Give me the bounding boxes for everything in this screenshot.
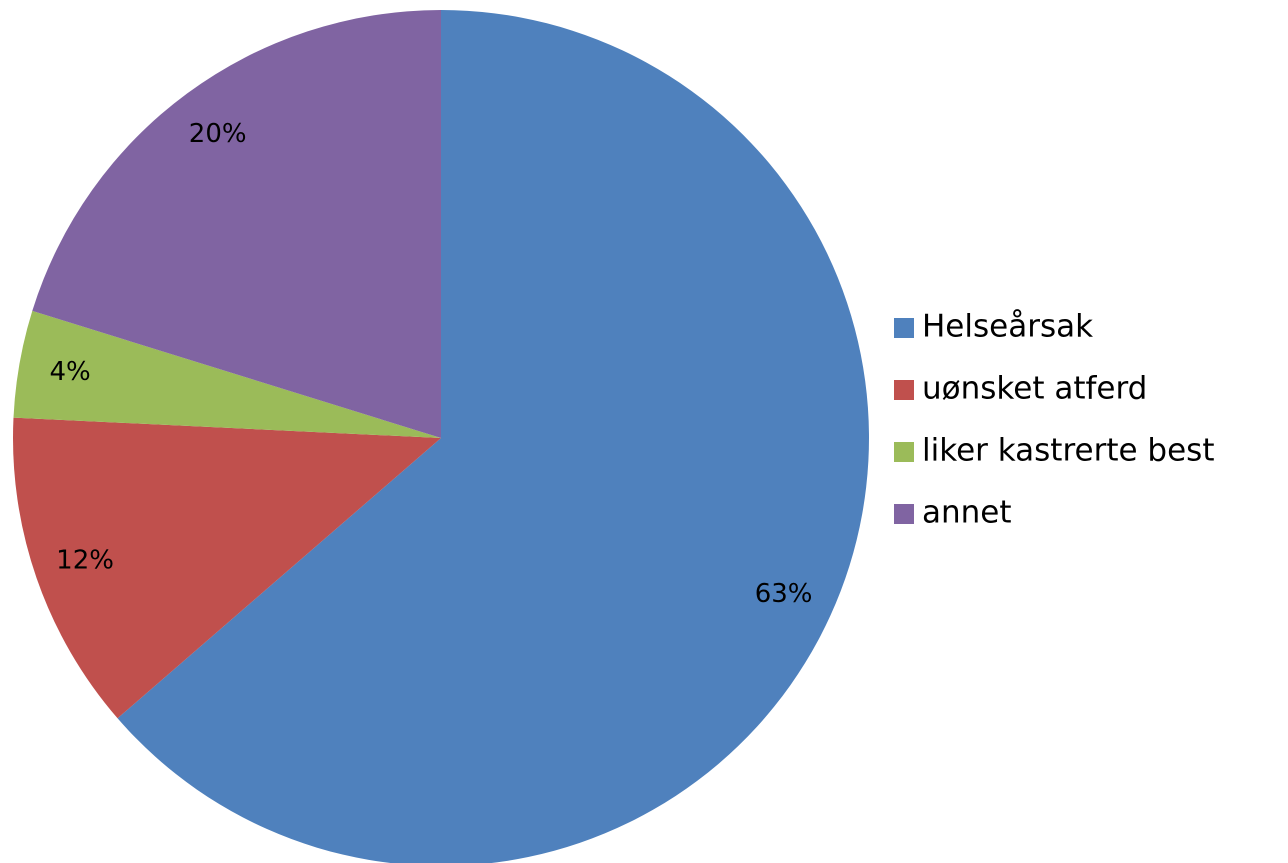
legend-label: annet [922,495,1012,531]
value-label: 20% [189,119,247,149]
legend-swatch [894,380,914,400]
pie-slice [117,10,869,863]
legend-swatch [894,318,914,338]
legend-label: Helseårsak [922,309,1093,345]
legend-swatch [894,504,914,524]
value-label: 4% [49,357,90,387]
legend-swatch [894,442,914,462]
pie-slice [32,10,441,438]
legend-label: liker kastrerte best [922,433,1214,469]
legend-label: uønsket atferd [922,371,1147,407]
value-label: 12% [56,546,114,576]
pie-slice [13,417,442,719]
value-label: 63% [755,579,813,609]
pie-slice [13,310,442,438]
